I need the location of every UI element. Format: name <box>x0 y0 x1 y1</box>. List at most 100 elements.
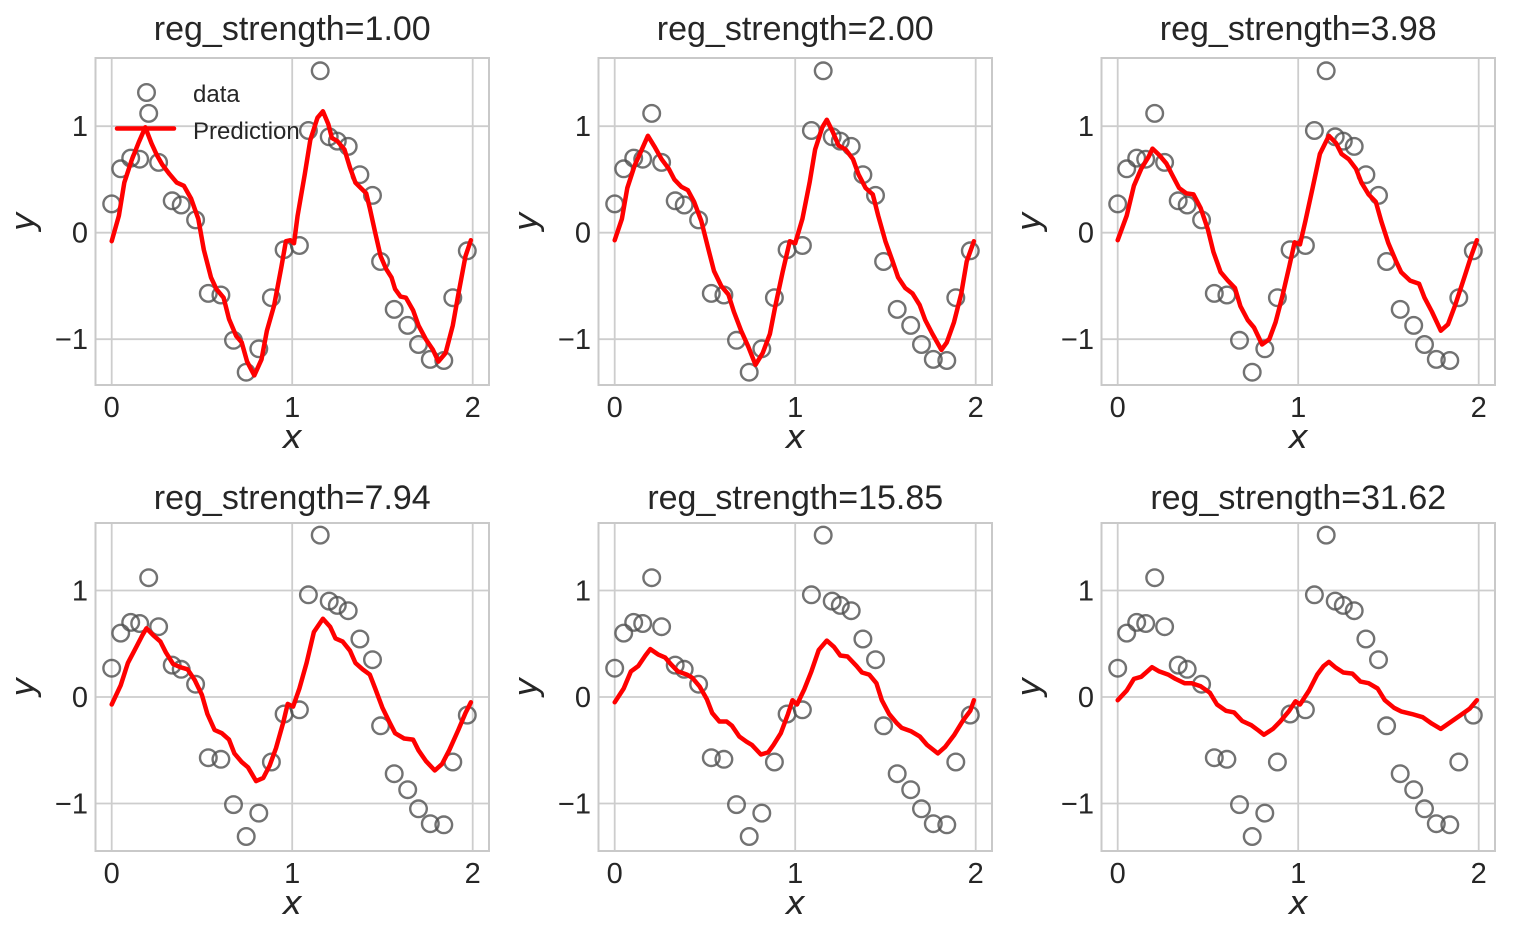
x-tick-label: 1 <box>1290 858 1306 890</box>
y-tick-label: 1 <box>1078 111 1094 143</box>
y-tick-label: −1 <box>1061 324 1094 356</box>
x-tick-label: 0 <box>104 392 120 424</box>
data-point <box>298 585 318 605</box>
data-point <box>111 623 131 643</box>
data-point <box>434 815 454 835</box>
data-point <box>912 799 932 819</box>
x-tick-label: 1 <box>284 392 300 424</box>
data-point <box>289 700 309 720</box>
data-point <box>642 103 662 123</box>
data-point <box>1108 194 1128 214</box>
data-point <box>1449 752 1469 772</box>
subplot-title: reg_strength=15.85 <box>647 479 943 517</box>
data-point <box>652 617 672 637</box>
data-point <box>764 752 784 772</box>
x-tick-label: 0 <box>607 392 623 424</box>
subplot-title: reg_strength=7.94 <box>154 479 431 517</box>
x-axis-label: x <box>281 883 302 922</box>
y-axis-label: y <box>1009 211 1048 232</box>
data-point <box>674 195 694 215</box>
data-point <box>605 658 625 678</box>
data-point <box>1117 623 1137 643</box>
prediction-line <box>109 616 474 784</box>
data-point <box>1204 283 1224 303</box>
data-point <box>1267 752 1287 772</box>
y-tick-label: 1 <box>72 111 88 143</box>
data-point <box>171 195 191 215</box>
data-point <box>249 339 269 359</box>
data-point <box>841 601 861 621</box>
prediction-line <box>1115 133 1480 347</box>
data-point <box>1242 362 1262 382</box>
data-point <box>186 674 206 694</box>
data-point <box>261 288 281 308</box>
prediction-line <box>612 638 977 757</box>
data-point <box>1426 814 1446 834</box>
data-point <box>923 349 943 369</box>
data-point <box>1415 335 1435 355</box>
data-point <box>1404 780 1424 800</box>
data-point <box>1217 285 1237 305</box>
data-point <box>923 814 943 834</box>
data-point <box>739 362 759 382</box>
data-point <box>614 623 634 643</box>
data-point <box>338 601 358 621</box>
data-point <box>211 749 231 769</box>
data-point <box>1377 716 1397 736</box>
y-tick-label: 1 <box>72 576 88 608</box>
data-point <box>1177 195 1197 215</box>
data-point <box>1304 120 1324 140</box>
y-axis-label: y <box>3 677 42 698</box>
data-point <box>1229 330 1249 350</box>
data-point <box>1463 241 1483 261</box>
legend: data Prediction <box>114 81 300 145</box>
y-tick-label: 1 <box>1078 576 1094 608</box>
data-point <box>665 191 685 211</box>
prediction-line <box>612 117 977 368</box>
data-point <box>752 803 772 823</box>
y-axis-label: y <box>506 211 545 232</box>
y-tick-label: 0 <box>1078 682 1094 714</box>
data-point <box>665 655 685 675</box>
x-tick-label: 0 <box>607 858 623 890</box>
y-tick-label: −1 <box>1061 789 1094 821</box>
data-point <box>1145 568 1165 588</box>
x-tick-label: 2 <box>968 858 984 890</box>
data-point <box>1295 700 1315 720</box>
data-point <box>198 283 218 303</box>
data-point <box>1440 815 1460 835</box>
subplot-title: reg_strength=3.98 <box>1160 10 1437 48</box>
data-point <box>813 525 833 545</box>
subplot-title: reg_strength=31.62 <box>1150 479 1446 517</box>
y-tick-label: 0 <box>72 682 88 714</box>
data-point <box>350 629 370 649</box>
plot-area-border <box>597 57 993 386</box>
x-tick-label: 0 <box>1110 392 1126 424</box>
plot-area-border <box>94 57 490 386</box>
data-point <box>236 827 256 847</box>
data-point <box>642 568 662 588</box>
data-point <box>937 815 957 835</box>
data-point <box>901 315 921 335</box>
x-tick-label: 1 <box>787 392 803 424</box>
y-tick-label: 1 <box>575 111 591 143</box>
data-point <box>901 780 921 800</box>
data-point <box>398 315 418 335</box>
x-axis-label: x <box>281 417 302 456</box>
data-point <box>652 152 672 172</box>
x-tick-label: 0 <box>104 858 120 890</box>
data-point <box>261 752 281 772</box>
data-point <box>887 764 907 784</box>
data-point <box>813 61 833 81</box>
data-point <box>1168 191 1188 211</box>
x-tick-label: 1 <box>787 858 803 890</box>
data-point <box>198 748 218 768</box>
data-point <box>714 749 734 769</box>
subplot-title: reg_strength=1.00 <box>154 10 431 48</box>
data-point <box>1127 612 1147 632</box>
x-tick-label: 2 <box>465 858 481 890</box>
